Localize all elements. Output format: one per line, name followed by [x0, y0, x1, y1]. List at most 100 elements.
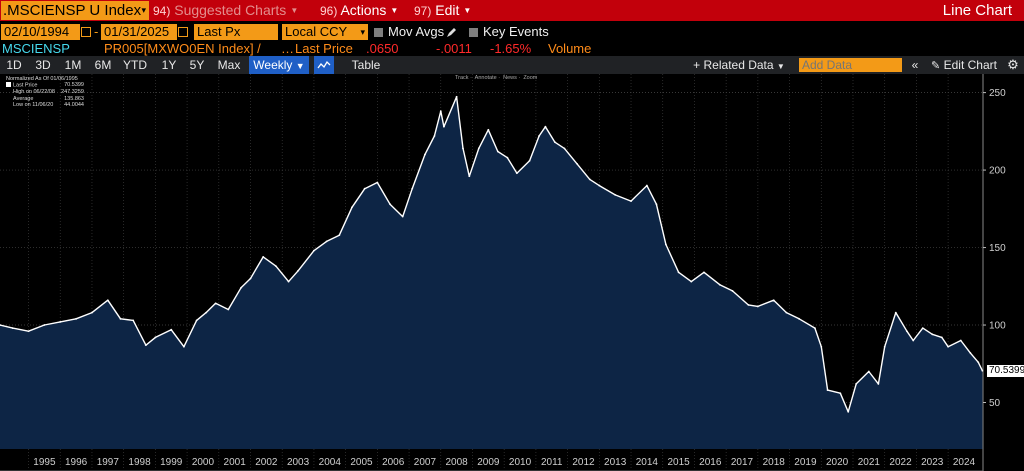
- currency-selector[interactable]: Local CCY ▾: [282, 24, 368, 40]
- period-3d-button[interactable]: 3D: [35, 58, 51, 72]
- data-point: [731, 290, 734, 292]
- collapse-icon[interactable]: «: [911, 58, 919, 72]
- y-tick-label: 50: [989, 398, 1001, 409]
- data-point: [655, 203, 658, 206]
- last-value-tag: 70.5399: [987, 364, 1024, 377]
- x-tick-label: 1999: [160, 457, 183, 468]
- x-tick-label: 2020: [826, 457, 849, 468]
- x-tick-label: 2024: [953, 457, 976, 468]
- suggested-charts-menu[interactable]: 94) Suggested Charts ▼: [153, 1, 298, 20]
- x-tick-label: 2005: [350, 457, 373, 468]
- legend-average: Average 135.863: [13, 95, 84, 102]
- calendar-icon[interactable]: [81, 27, 91, 37]
- data-point: [798, 317, 800, 320]
- data-point: [227, 308, 230, 311]
- y-tick-label: 100: [989, 321, 1006, 332]
- mov-avgs-label: Mov Avgs: [388, 24, 445, 39]
- related-data-button[interactable]: + Related Data ▼: [690, 56, 788, 74]
- data-point: [214, 302, 217, 305]
- data-point: [487, 128, 490, 131]
- data-point: [119, 317, 122, 320]
- data-point: [645, 184, 648, 187]
- data-point: [981, 369, 984, 372]
- x-tick-label: 2002: [255, 457, 278, 468]
- menu-label: Edit: [435, 2, 460, 18]
- actions-menu[interactable]: 96) Actions ▼: [320, 1, 398, 20]
- add-data-input[interactable]: [799, 58, 902, 72]
- line-chart-icon[interactable]: [314, 56, 334, 74]
- calendar-icon[interactable]: [178, 27, 188, 37]
- pencil-icon: ✎: [931, 60, 941, 72]
- menu-number: 96): [320, 4, 338, 18]
- data-point: [877, 383, 880, 385]
- period-6m-button[interactable]: 6M: [94, 58, 112, 72]
- data-point: [262, 255, 265, 258]
- key-events-checkbox[interactable]: [469, 28, 478, 37]
- data-point: [588, 178, 591, 181]
- data-point: [433, 135, 436, 137]
- frequency-selector[interactable]: Weekly ▼: [249, 56, 309, 74]
- ticker-selector[interactable]: .MSCIENSP U Index ▾: [1, 1, 149, 20]
- period-1d-button[interactable]: 1D: [6, 58, 22, 72]
- date-separator: -: [94, 24, 99, 39]
- data-point: [205, 311, 208, 314]
- start-date-field[interactable]: 02/10/1994: [1, 24, 80, 40]
- chart-legend: Normalized As Of 01/06/1995 Last Price 70…: [6, 76, 84, 109]
- data-point: [820, 345, 823, 348]
- x-tick-label: 2010: [509, 457, 532, 468]
- x-tick-label: 1995: [33, 457, 56, 468]
- data-point: [538, 135, 540, 137]
- gear-icon[interactable]: ⚙: [1007, 57, 1019, 72]
- end-date-field[interactable]: 01/31/2025: [101, 24, 177, 40]
- zoom-tool[interactable]: Zoom: [523, 75, 538, 81]
- ellipsis: …: [281, 41, 294, 56]
- x-tick-label: 2018: [763, 457, 786, 468]
- data-point: [287, 280, 290, 283]
- data-point: [630, 200, 632, 202]
- track-tool[interactable]: Track: [455, 75, 469, 81]
- data-point: [528, 159, 531, 162]
- x-tick-label: 2012: [572, 457, 595, 468]
- x-tick-label: 2017: [731, 457, 754, 468]
- data-point: [598, 184, 601, 187]
- data-point: [154, 336, 157, 339]
- currency-label: Local CCY: [285, 24, 348, 39]
- data-point: [867, 370, 870, 373]
- menu-label: Actions: [340, 2, 387, 18]
- caret-down-icon: ▼: [295, 61, 305, 71]
- period-ytd-button[interactable]: YTD: [123, 58, 147, 72]
- chart-tools: Track · Annotate · News · Zoom: [455, 75, 538, 81]
- period-max-button[interactable]: Max: [217, 58, 241, 72]
- data-point: [855, 383, 858, 385]
- period-1y-button[interactable]: 1Y: [161, 58, 177, 72]
- mov-avgs-checkbox[interactable]: [374, 28, 383, 37]
- period-1m-button[interactable]: 1M: [64, 58, 82, 72]
- data-point: [554, 141, 556, 144]
- caret-down-icon: ▼: [776, 62, 785, 71]
- data-point: [91, 311, 93, 314]
- legend-low: Low on 11/06/20 44.0044: [13, 102, 84, 109]
- data-point: [195, 319, 198, 322]
- edit-chart-button[interactable]: ✎ Edit Chart: [926, 56, 1002, 74]
- annotate-tool[interactable]: Annotate: [474, 75, 497, 81]
- price-chart[interactable]: 50 100 150 200 250 1995 1996 1997 1998 1999 2000 2…: [0, 74, 1024, 471]
- data-point: [665, 243, 667, 246]
- x-tick-label: 2015: [667, 457, 690, 468]
- pencil-icon[interactable]: [446, 27, 457, 38]
- price-area: [0, 96, 983, 450]
- data-point: [249, 277, 252, 280]
- frequency-label: Weekly: [253, 58, 293, 72]
- data-point: [785, 311, 788, 314]
- news-tool[interactable]: News: [503, 75, 517, 81]
- edit-menu[interactable]: 97) Edit ▼: [414, 1, 471, 20]
- title-bar: [0, 0, 1024, 21]
- chevron-down-icon: ▾: [141, 5, 146, 15]
- data-point: [614, 193, 617, 196]
- menu-label: Suggested Charts: [174, 2, 287, 18]
- price-change-percent: -1.65%: [490, 41, 532, 56]
- x-tick-label: 2009: [477, 457, 500, 468]
- price-field-selector[interactable]: Last Px: [194, 24, 278, 40]
- table-button[interactable]: Table: [351, 58, 381, 72]
- period-5y-button[interactable]: 5Y: [189, 58, 205, 72]
- data-point: [43, 324, 46, 326]
